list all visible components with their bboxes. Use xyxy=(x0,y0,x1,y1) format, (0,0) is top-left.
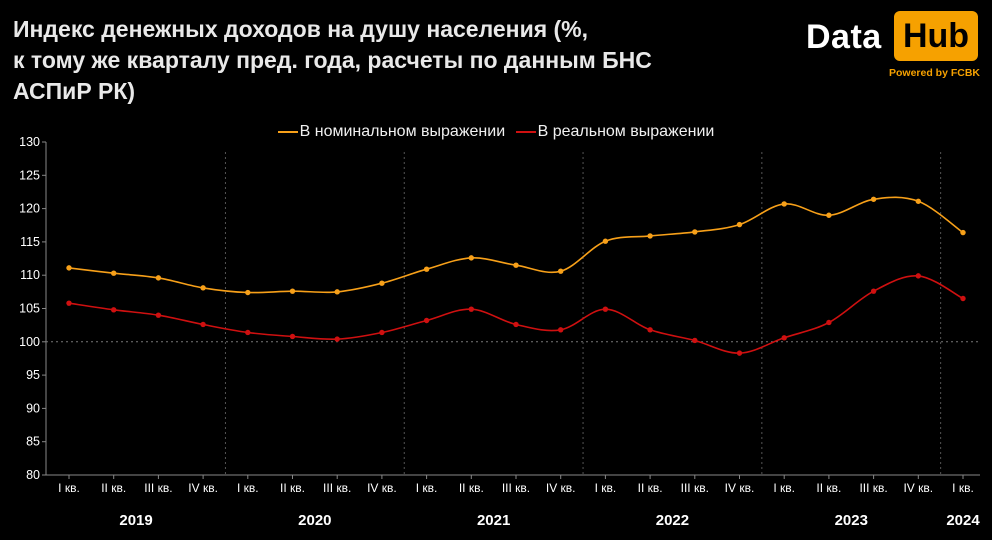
data-point-series-0 xyxy=(111,270,117,276)
data-point-series-1 xyxy=(66,300,72,306)
x-tick-label: I кв. xyxy=(237,481,259,495)
data-point-series-1 xyxy=(513,321,519,328)
year-label: 2022 xyxy=(656,512,689,529)
data-point-series-0 xyxy=(468,255,474,261)
x-tick-label: III кв. xyxy=(502,481,530,495)
data-point-series-0 xyxy=(602,238,609,244)
data-point-series-0 xyxy=(736,221,743,228)
x-tick-label: I кв. xyxy=(595,481,617,495)
x-tick-label: I кв. xyxy=(773,481,795,495)
y-tick-label: 120 xyxy=(19,202,40,216)
data-point-series-1 xyxy=(647,327,653,333)
data-point-series-1 xyxy=(155,312,162,318)
x-tick-label: I кв. xyxy=(416,481,438,495)
data-point-series-1 xyxy=(960,295,966,302)
data-point-series-0 xyxy=(647,233,653,239)
legend-swatch-real xyxy=(515,131,536,133)
x-tick-label: II кв. xyxy=(101,481,126,495)
legend-label-nominal: В номинальном выражении xyxy=(299,123,506,140)
data-point-series-1 xyxy=(781,335,787,341)
data-point-series-0 xyxy=(245,289,251,296)
chart-title: Индекс денежных доходов на душу населени… xyxy=(13,16,652,104)
x-tick-label: IV кв. xyxy=(725,481,755,495)
data-point-series-1 xyxy=(245,329,251,336)
datahub-logo: Data Hub Powered by FCBK xyxy=(806,10,981,82)
legend-item-real: В реальном выражении xyxy=(515,123,715,141)
x-tick-label: II кв. xyxy=(280,481,305,495)
data-point-series-0 xyxy=(334,289,340,295)
x-tick-label: I кв. xyxy=(952,481,974,495)
y-tick-label: 105 xyxy=(19,302,40,316)
data-point-series-1 xyxy=(915,273,921,279)
legend-swatch-nominal xyxy=(277,131,298,133)
x-tick-label: III кв. xyxy=(323,481,351,495)
y-tick-label: 100 xyxy=(19,335,40,349)
data-point-series-1 xyxy=(558,327,564,333)
data-point-series-0 xyxy=(66,265,72,271)
year-label: 2019 xyxy=(119,512,152,529)
y-tick-label: 125 xyxy=(19,168,40,182)
x-tick-label: II кв. xyxy=(816,481,841,495)
data-point-series-0 xyxy=(692,229,698,235)
data-point-series-0 xyxy=(558,268,564,274)
data-point-series-0 xyxy=(155,275,162,281)
y-tick-label: 115 xyxy=(20,235,40,249)
data-point-series-0 xyxy=(513,262,519,268)
year-label: 2020 xyxy=(298,512,331,529)
logo-data-text: Data xyxy=(806,18,882,56)
x-tick-label: IV кв. xyxy=(367,481,397,495)
data-point-series-0 xyxy=(289,288,296,294)
x-tick-label: IV кв. xyxy=(903,481,933,495)
data-point-series-0 xyxy=(379,280,385,286)
x-tick-label: II кв. xyxy=(459,481,484,495)
data-point-series-1 xyxy=(289,333,296,340)
logo-powered-text: Powered by FCBK xyxy=(889,67,981,79)
x-tick-label: III кв. xyxy=(681,481,709,495)
data-point-series-1 xyxy=(423,317,430,324)
year-label: 2023 xyxy=(835,512,868,529)
year-label: 2024 xyxy=(946,512,980,529)
logo-hub-badge: Hub xyxy=(894,11,978,61)
x-tick-label: III кв. xyxy=(859,481,887,495)
y-tick-label: 110 xyxy=(20,268,40,282)
data-point-series-0 xyxy=(870,196,877,202)
data-point-series-1 xyxy=(379,329,385,336)
data-point-series-0 xyxy=(200,285,206,291)
chart-legend: В номинальном выражении В реальном выраж… xyxy=(0,120,992,141)
y-tick-label: 90 xyxy=(26,401,40,415)
data-point-series-1 xyxy=(111,307,117,313)
data-point-series-1 xyxy=(200,321,206,328)
series-line-0 xyxy=(68,196,964,294)
data-point-series-1 xyxy=(334,336,340,342)
data-point-series-1 xyxy=(602,306,609,312)
y-tick-label: 95 xyxy=(26,368,40,382)
y-tick-label: 130 xyxy=(19,135,40,149)
x-tick-label: IV кв. xyxy=(546,481,576,495)
x-tick-label: III кв. xyxy=(144,481,172,495)
data-point-series-0 xyxy=(915,198,921,204)
data-point-series-0 xyxy=(960,229,966,236)
y-tick-label: 85 xyxy=(26,435,40,449)
data-point-series-1 xyxy=(692,337,698,344)
data-point-series-0 xyxy=(423,266,430,272)
year-label: 2021 xyxy=(477,512,510,529)
x-tick-label: II кв. xyxy=(638,481,663,495)
data-point-series-0 xyxy=(826,212,832,218)
legend-label-real: В реальном выражении xyxy=(537,123,715,140)
legend-item-nominal: В номинальном выражении xyxy=(277,123,506,141)
y-tick-label: 80 xyxy=(26,468,40,482)
data-point-series-1 xyxy=(736,350,743,356)
data-point-series-1 xyxy=(826,319,832,326)
data-point-series-1 xyxy=(468,306,474,312)
x-tick-label: IV кв. xyxy=(188,481,218,495)
x-tick-label: I кв. xyxy=(58,481,80,495)
data-point-series-1 xyxy=(870,288,877,294)
data-point-series-0 xyxy=(781,201,787,207)
